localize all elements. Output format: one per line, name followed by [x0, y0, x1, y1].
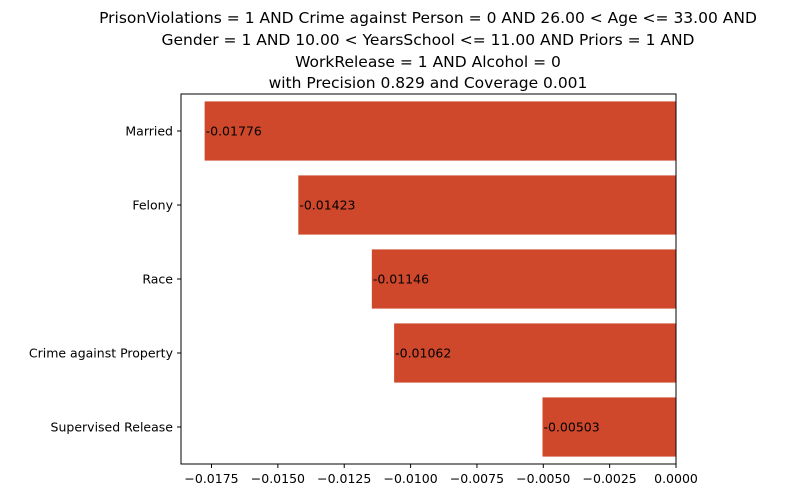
y-axis-labels: Married Felony Race Crime against Property S…: [29, 124, 181, 435]
plot-frame: [180, 93, 677, 465]
x-axis-ticks: −0.0175 −0.0150 −0.0125 −0.0100 −0.0075 −0.00…: [184, 464, 698, 486]
y-tick-label: Crime against Property: [29, 346, 174, 361]
y-tick-label: Supervised Release: [51, 420, 174, 435]
bar-value-label: -0.01062: [395, 346, 451, 361]
y-tick-label: Race: [142, 272, 173, 287]
x-tick-label: −0.0100: [383, 471, 437, 486]
bar: [204, 101, 676, 161]
bar: [371, 249, 676, 309]
chart-title-line: Gender = 1 AND 10.00 < YearsSchool <= 11…: [161, 31, 694, 49]
bar: [298, 175, 676, 235]
bar: [542, 397, 676, 457]
bar-value-label: -0.01146: [373, 272, 429, 287]
chart-title: PrisonViolations = 1 AND Crime against P…: [99, 9, 757, 92]
bars: -0.01776 -0.01423 -0.01146 -0.01062 -0.00503: [204, 101, 676, 457]
x-tick-label: −0.0175: [184, 471, 238, 486]
x-tick-label: −0.0075: [450, 471, 504, 486]
bar-value-label: -0.01776: [206, 124, 262, 139]
x-tick-label: 0.0000: [654, 471, 698, 486]
bar-value-label: -0.00503: [543, 420, 599, 435]
chart-title-line: WorkRelease = 1 AND Alcohol = 0: [295, 53, 561, 71]
y-tick-label: Married: [125, 124, 173, 139]
bar-value-label: -0.01423: [299, 198, 355, 213]
x-tick-label: −0.0025: [583, 471, 637, 486]
x-tick-label: −0.0150: [251, 471, 305, 486]
chart-title-line: with Precision 0.829 and Coverage 0.001: [269, 74, 588, 92]
chart-title-line: PrisonViolations = 1 AND Crime against P…: [99, 9, 757, 27]
bar: [394, 323, 676, 383]
x-tick-label: −0.0125: [317, 471, 371, 486]
y-tick-label: Felony: [132, 198, 173, 213]
x-tick-label: −0.0050: [516, 471, 570, 486]
